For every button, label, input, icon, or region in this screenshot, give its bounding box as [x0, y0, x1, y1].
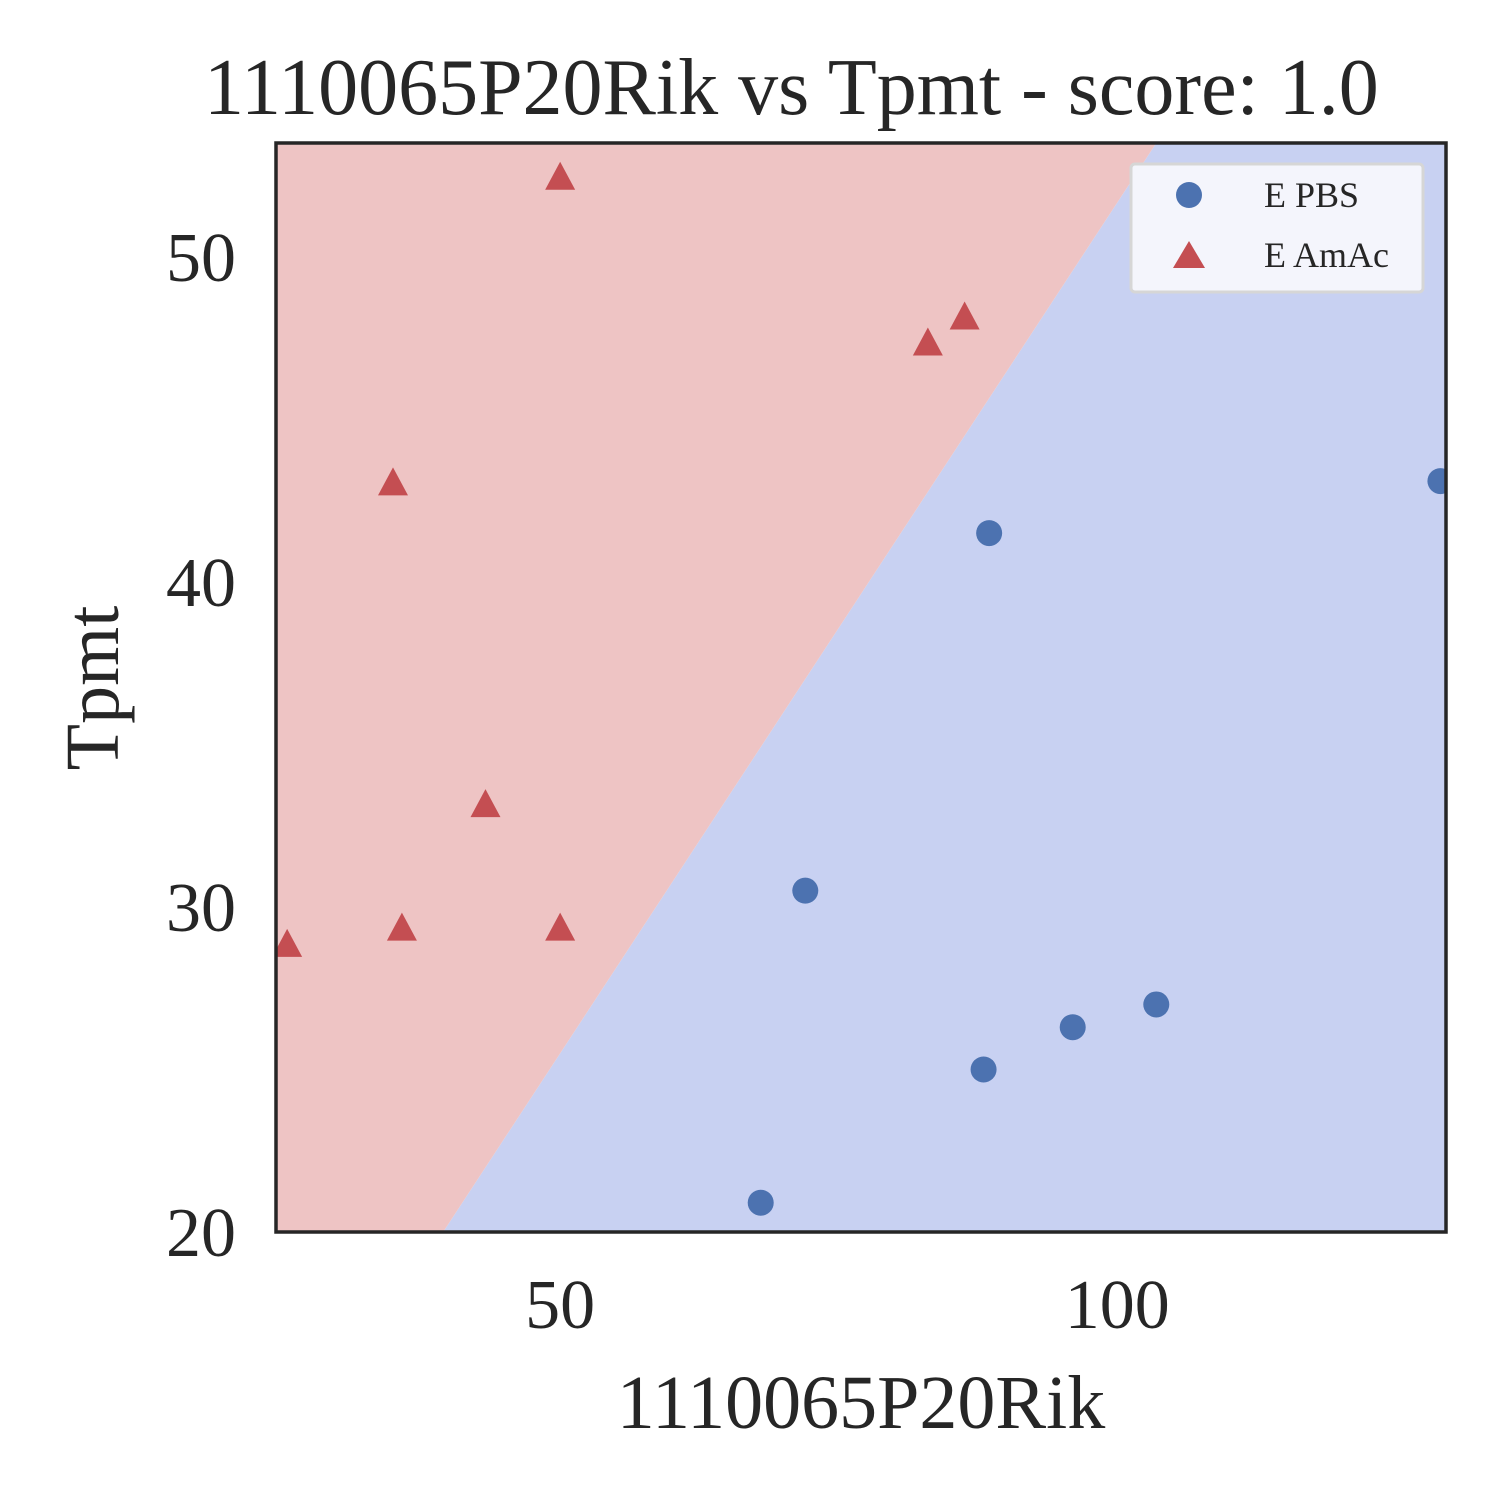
- point-e-amac-7: [912, 327, 943, 356]
- point-e-pbs-2: [792, 877, 819, 904]
- x-axis: 50 100: [525, 1267, 1170, 1344]
- legend-label-e-amac: E AmAc: [1264, 235, 1389, 275]
- point-e-pbs-5: [1059, 1014, 1086, 1041]
- y-axis-label: Tpmt: [51, 606, 135, 771]
- point-e-amac-4: [470, 789, 501, 818]
- y-tick-label-20: 20: [166, 1195, 236, 1272]
- x-tick-label-50: 50: [525, 1267, 595, 1344]
- point-e-amac-6: [545, 912, 576, 941]
- point-e-amac-8: [949, 301, 980, 330]
- point-e-pbs-4: [976, 520, 1003, 547]
- legend-marker-e-amac: [1173, 241, 1205, 268]
- region-e-pbs: [443, 143, 1446, 1232]
- y-tick-label-50: 50: [166, 220, 236, 297]
- region-e-amac: [276, 143, 1157, 1232]
- x-tick-label-100: 100: [1065, 1267, 1170, 1344]
- chart-title: 1110065P20Rik vs Tpmt - score: 1.0: [204, 44, 1379, 132]
- x-axis-label: 1110065P20Rik: [617, 1361, 1105, 1445]
- point-e-amac-1: [276, 928, 303, 957]
- plot-area: [276, 143, 1446, 1232]
- point-e-pbs-7: [1427, 468, 1446, 495]
- point-e-pbs-6: [1143, 991, 1170, 1018]
- data-marks: [276, 161, 1446, 1216]
- point-e-amac-5: [545, 161, 576, 190]
- y-axis: 20 30 40 50: [166, 220, 236, 1272]
- point-e-amac-2: [378, 467, 408, 496]
- point-e-pbs-3: [970, 1056, 997, 1083]
- y-tick-label-30: 30: [166, 870, 236, 947]
- legend-marker-e-pbs: [1176, 182, 1202, 208]
- legend-box: [1129, 162, 1425, 294]
- point-e-amac-3: [386, 912, 417, 941]
- legend-label-e-pbs: E PBS: [1264, 175, 1359, 215]
- point-e-pbs-1: [747, 1189, 774, 1216]
- y-tick-label-40: 40: [166, 545, 236, 622]
- plot-frame: [274, 141, 1448, 1234]
- legend: E PBS E AmAc: [1129, 162, 1425, 294]
